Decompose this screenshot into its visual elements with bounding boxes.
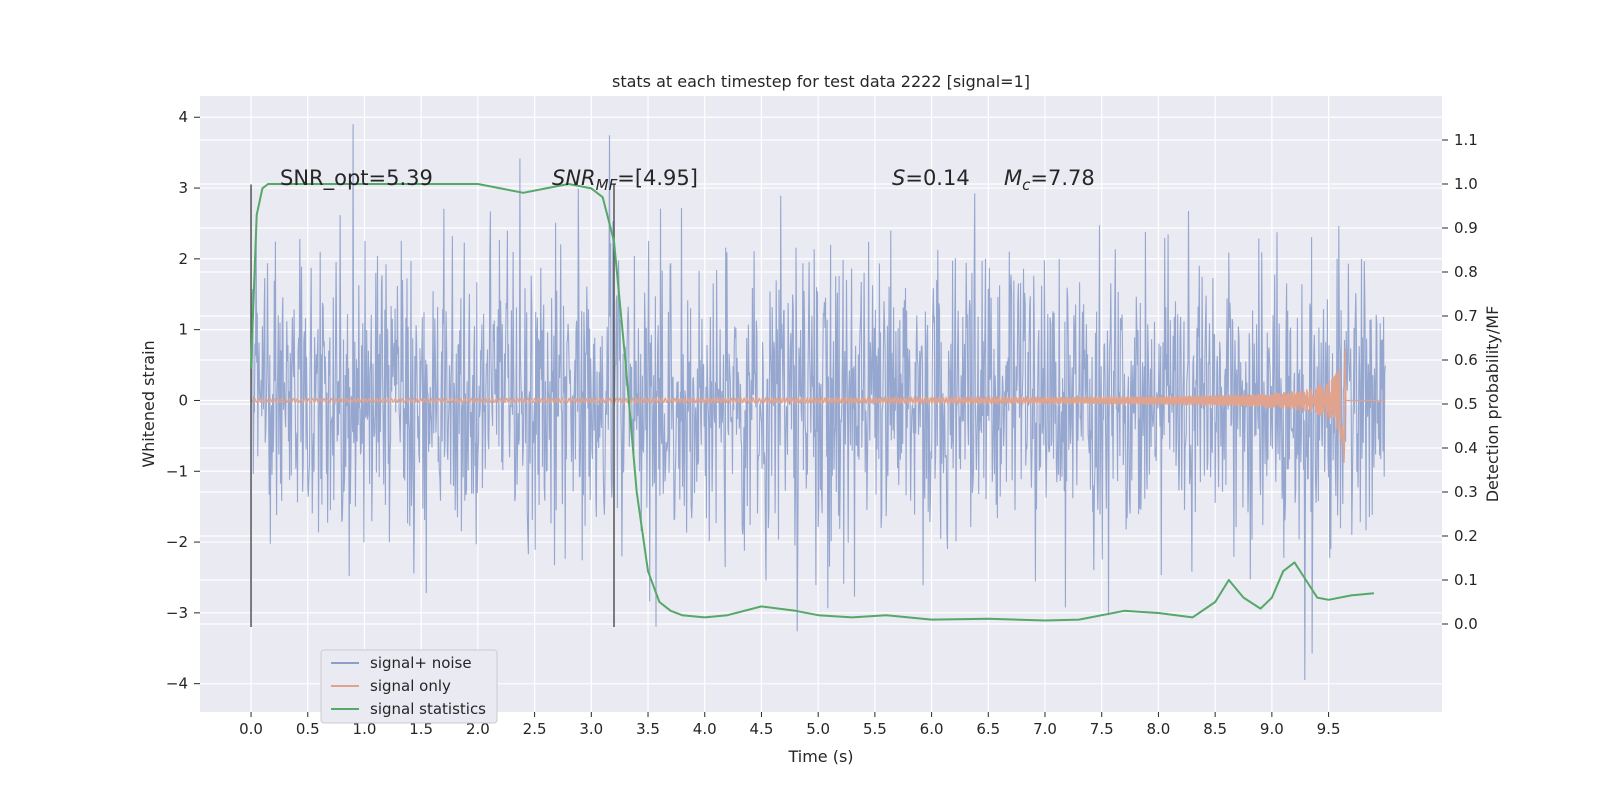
annotation-snr-mf: SNRMF=[4.95] [552,166,698,194]
x-tick-label-9: 4.5 [750,720,774,738]
y2-tick-label-0: 1.1 [1454,131,1478,149]
legend-label-signal-noise: signal+ noise [370,654,472,672]
x-tick-label-4: 2.0 [466,720,490,738]
y-tick-label-7: −3 [166,604,188,622]
y2-tick-label-9: 0.2 [1454,527,1478,545]
x-tick-label-13: 6.5 [976,720,1000,738]
annotation-mc: Mc=7.78 [1004,166,1095,194]
x-tick-label-10: 5.0 [806,720,830,738]
annotations: SNR_opt=5.39 SNRMF=[4.95] S=0.14 Mc=7.78 [280,166,1095,194]
legend: signal+ noise signal only signal statist… [320,649,498,724]
x-tick-label-15: 7.5 [1090,720,1114,738]
y2-tick-label-1: 1.0 [1454,175,1478,193]
x-tick-labels: 0.0 0.5 1.0 1.5 2.0 2.5 3.0 3.5 4.0 4.5 5.0 5.5 6.0 6… [239,712,1341,738]
x-tick-label-12: 6.0 [920,720,944,738]
x-tick-label-8: 4.0 [693,720,717,738]
y2-tick-label-5: 0.6 [1454,351,1478,369]
y2-tick-label-11: 0.0 [1454,615,1478,633]
y-tick-label-2: 2 [178,250,188,268]
x-tick-label-18: 9.0 [1260,720,1284,738]
y2-tick-label-4: 0.7 [1454,307,1478,325]
x-tick-label-2: 1.0 [353,720,377,738]
signal-statistics-line [250,183,1374,622]
y2-tick-label-3: 0.8 [1454,263,1478,281]
x-tick-label-1: 0.5 [296,720,320,738]
x-tick-label-5: 2.5 [523,720,547,738]
x-tick-label-16: 8.0 [1147,720,1171,738]
y2-tick-label-10: 0.1 [1454,571,1478,589]
x-tick-label-19: 9.5 [1317,720,1341,738]
y-tick-label-4: 0 [178,391,188,409]
series-signal-only [250,348,1386,463]
legend-label-signal-only: signal only [370,677,451,695]
y2-tick-labels: 1.1 1.0 0.9 0.8 0.7 0.6 0.5 0.4 0.3 0.2 0.1 0.0 [1442,131,1478,633]
x-axis-label: Time (s) [787,747,853,766]
y-tick-label-0: 4 [178,108,188,126]
vertical-markers [250,184,615,628]
legend-box [320,649,498,724]
x-tick-label-0: 0.0 [239,720,263,738]
x-tick-label-14: 7.0 [1033,720,1057,738]
x-tick-label-17: 8.5 [1203,720,1227,738]
signal-only-line [250,348,1386,463]
series-signal-statistics [250,183,1374,622]
y-tick-label-1: 3 [178,179,188,197]
y-tick-label-6: −2 [166,533,188,551]
y-tick-label-8: −4 [166,675,188,693]
x-tick-label-6: 3.0 [579,720,603,738]
y2-tick-label-8: 0.3 [1454,483,1478,501]
y2-axis-label: Detection probability/MF [1483,306,1502,503]
x-tick-label-7: 3.5 [636,720,660,738]
y-axis-label: Whitened strain [139,340,158,467]
legend-label-signal-statistics: signal statistics [370,700,486,718]
x-tick-label-11: 5.5 [863,720,887,738]
y2-tick-label-7: 0.4 [1454,439,1478,457]
y2-tick-label-2: 0.9 [1454,219,1478,237]
y-tick-label-5: −1 [166,462,188,480]
y-tick-labels: 4 3 2 1 0 −1 −2 −3 −4 [166,108,200,693]
y2-tick-label-6: 0.5 [1454,395,1478,413]
chart-title: stats at each timestep for test data 222… [612,72,1030,91]
x-tick-label-3: 1.5 [409,720,433,738]
y-tick-label-3: 1 [178,321,188,339]
annotation-s: S=0.14 [892,166,970,190]
annotation-snr-opt: SNR_opt=5.39 [280,166,433,191]
